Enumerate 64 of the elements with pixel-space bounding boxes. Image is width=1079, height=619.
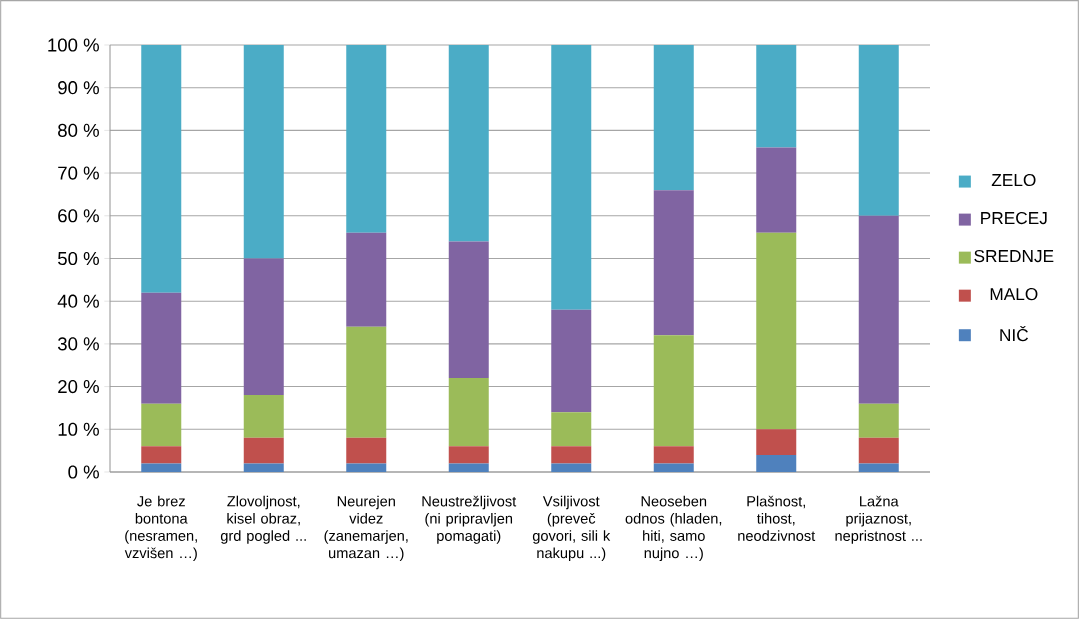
y-tick-label: 10 % xyxy=(58,422,99,436)
bar xyxy=(551,463,592,472)
bar xyxy=(346,437,387,464)
y-tick-label: 80 % xyxy=(58,123,99,137)
bar xyxy=(756,454,797,472)
bar xyxy=(756,147,797,233)
bar xyxy=(141,44,182,293)
bar xyxy=(243,463,284,472)
x-tick-label: Neoseben odnos (hladen, hiti, samo nujno …) xyxy=(625,495,722,562)
bar xyxy=(243,44,284,259)
bar xyxy=(858,437,899,464)
bar xyxy=(653,44,694,191)
x-tick-label: Zlovoljnost, kisel obraz, grd pogled ... xyxy=(220,495,306,544)
bar xyxy=(141,463,182,472)
bar xyxy=(141,446,182,464)
bar xyxy=(346,463,387,472)
bar xyxy=(448,241,489,379)
bar xyxy=(243,395,284,438)
legend-label: ZELO xyxy=(991,173,1036,187)
y-tick-label: 50 % xyxy=(58,251,99,266)
bar xyxy=(858,463,899,472)
bar xyxy=(858,44,899,216)
bar xyxy=(346,326,387,438)
legend-label: MALO xyxy=(990,287,1038,301)
bar xyxy=(448,44,489,242)
bar xyxy=(756,429,797,455)
bar xyxy=(653,463,694,472)
bar xyxy=(858,403,899,438)
bar xyxy=(653,446,694,464)
bar xyxy=(141,292,182,404)
bar xyxy=(858,215,899,404)
x-tick-label: Vsiljivost (preveč govori, sili k nakupu ...) xyxy=(532,495,611,562)
bar xyxy=(551,309,592,413)
bar xyxy=(141,403,182,447)
y-tick-label: 90 % xyxy=(58,81,99,95)
x-tick-label: Je brez bontona (nesramen, vzvišen …) xyxy=(124,495,197,562)
bar xyxy=(551,412,592,447)
bar xyxy=(551,44,592,310)
bar xyxy=(551,446,592,464)
y-tick-label: 0 % xyxy=(68,465,99,479)
x-tick-label: Neurejen videz (zanemarjen, umazan …) xyxy=(324,495,408,562)
bar xyxy=(243,258,284,396)
bar xyxy=(243,437,284,464)
y-tick-label: 40 % xyxy=(57,294,99,308)
bar xyxy=(448,378,489,447)
legend-label: SREDNJE xyxy=(974,249,1054,263)
bar xyxy=(653,190,694,336)
bar xyxy=(346,44,387,233)
bar xyxy=(448,446,489,464)
bar xyxy=(448,463,489,472)
bar xyxy=(346,232,387,327)
bar xyxy=(653,335,694,447)
x-tick-label: Lažna prijaznost, nepristnost ... xyxy=(835,495,922,544)
bar xyxy=(756,44,797,148)
y-tick-label: 30 % xyxy=(57,337,99,351)
x-tick-label: Neustrežljivost (ni pripravljen pomagati) xyxy=(422,495,517,544)
x-tick-label: Plašnost, tihost, neodzivnost xyxy=(738,495,816,541)
y-tick-label: 60 % xyxy=(58,209,99,223)
y-tick-label: 70 % xyxy=(58,166,99,180)
y-tick-label: 100 % xyxy=(48,38,99,52)
legend-label: NIČ xyxy=(1000,325,1029,342)
legend-label: PRECEJ xyxy=(981,211,1047,225)
y-tick-label: 20 % xyxy=(58,379,99,394)
bar xyxy=(756,232,797,430)
